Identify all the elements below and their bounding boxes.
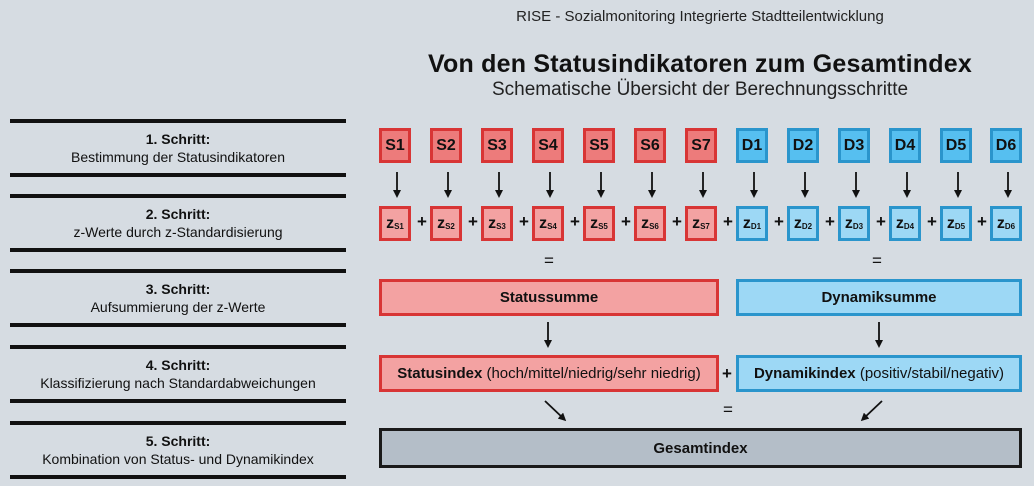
z-subscript: S2 <box>445 222 455 231</box>
status-indicator-s7: S7 <box>685 128 717 163</box>
plus-sign: + <box>621 212 631 231</box>
dynamic-indicator-d2: D2 <box>787 128 819 163</box>
step-2: 2. Schritt: z-Werte durch z-Standardisie… <box>10 194 346 252</box>
equals-sign: = <box>544 251 554 270</box>
z-value-s4: z S4 <box>532 206 564 241</box>
plus-sign: + <box>672 212 682 231</box>
z-letter: z <box>539 214 548 232</box>
dynamic-indicator-d5: D5 <box>940 128 972 163</box>
plus-sign: + <box>927 212 937 231</box>
z-value-s5: z S5 <box>583 206 615 241</box>
status-indicator-s6: S6 <box>634 128 666 163</box>
z-letter: z <box>844 214 853 232</box>
z-letter: z <box>437 214 446 232</box>
z-value-d4: z D4 <box>889 206 921 241</box>
main-title: Von den Statusindikatoren zum Gesamtinde… <box>428 50 972 78</box>
step-1: 1. Schritt: Bestimmung der Statusindikat… <box>10 119 346 177</box>
z-subscript: D2 <box>801 222 813 231</box>
z-letter: z <box>793 214 802 232</box>
status-index-box: Statusindex (hoch/mittel/niedrig/sehr ni… <box>379 355 719 392</box>
z-letter: z <box>590 214 599 232</box>
z-letter: z <box>946 214 955 232</box>
plus-sign: + <box>774 212 784 231</box>
step-title: 4. Schritt: <box>145 357 211 373</box>
diagonal-arrow-icon <box>860 400 883 422</box>
z-letter: z <box>996 214 1005 232</box>
z-letter: z <box>692 214 701 232</box>
dynamic-sum-box: Dynamiksumme <box>736 279 1022 316</box>
z-subscript: S3 <box>496 222 506 231</box>
equals-sign: = <box>872 251 882 270</box>
z-value-s1: z S1 <box>379 206 411 241</box>
plus-sign: + <box>876 212 886 231</box>
z-subscript: D5 <box>954 222 966 231</box>
z-letter: z <box>641 214 650 232</box>
z-letter: z <box>488 214 497 232</box>
z-value-s3: z S3 <box>481 206 513 241</box>
plus-sign: + <box>722 364 732 383</box>
plus-sign: + <box>570 212 580 231</box>
z-subscript: D3 <box>852 222 864 231</box>
status-sum-box: Statussumme <box>379 279 719 316</box>
z-subscript: D4 <box>903 222 915 231</box>
status-indicator-s4: S4 <box>532 128 564 163</box>
z-subscript: S7 <box>700 222 710 231</box>
status-indicator-s3: S3 <box>481 128 513 163</box>
status-index-classes: (hoch/mittel/niedrig/sehr niedrig) <box>486 365 701 382</box>
step-5: 5. Schritt: Kombination von Status- und … <box>10 421 346 479</box>
total-index-box: Gesamtindex <box>379 428 1022 468</box>
dynamic-index-name: Dynamikindex <box>753 365 856 382</box>
dynamic-indicator-d1: D1 <box>736 128 768 163</box>
z-letter: z <box>742 214 751 232</box>
z-letter: z <box>386 214 395 232</box>
z-subscript: S4 <box>547 222 557 231</box>
dynamic-indicator-d3: D3 <box>838 128 870 163</box>
plus-sign: + <box>468 212 478 231</box>
dynamic-indicator-d4: D4 <box>889 128 921 163</box>
step-title: 5. Schritt: <box>145 433 211 449</box>
dynamic-index-classes: (positiv/stabil/negativ) <box>859 365 1005 382</box>
header-text: RISE - Sozialmonitoring Integrierte Stad… <box>516 8 884 25</box>
step-description: Bestimmung der Statusindikatoren <box>71 149 285 165</box>
z-subscript: S1 <box>394 222 404 231</box>
z-subscript: D6 <box>1004 222 1016 231</box>
plus-sign: + <box>417 212 427 231</box>
step-description: z-Werte durch z-Standardisierung <box>73 224 283 240</box>
z-value-s2: z S2 <box>430 206 462 241</box>
z-subscript: D1 <box>750 222 762 231</box>
z-value-d5: z D5 <box>940 206 972 241</box>
step-description: Aufsummierung der z-Werte <box>90 299 266 315</box>
step-description: Kombination von Status- und Dynamikindex <box>42 451 314 467</box>
step-title: 3. Schritt: <box>145 281 211 297</box>
status-indicator-s2: S2 <box>430 128 462 163</box>
z-value-s7: z S7 <box>685 206 717 241</box>
plus-sign: + <box>519 212 529 231</box>
step-description: Klassifizierung nach Standardabweichunge… <box>40 375 316 391</box>
diagonal-arrow-icon <box>544 400 567 422</box>
z-subscript: S5 <box>598 222 608 231</box>
step-title: 2. Schritt: <box>145 206 211 222</box>
status-indicator-s1: S1 <box>379 128 411 163</box>
z-subscript: S6 <box>649 222 659 231</box>
sub-title: Schematische Übersicht der Berechnungssc… <box>491 79 909 100</box>
plus-sign: + <box>977 212 987 231</box>
step-3: 3. Schritt: Aufsummierung der z-Werte <box>10 269 346 327</box>
dynamic-index-box: Dynamikindex (positiv/stabil/negativ) <box>736 355 1022 392</box>
z-letter: z <box>895 214 904 232</box>
step-title: 1. Schritt: <box>145 131 211 147</box>
plus-sign: + <box>825 212 835 231</box>
z-value-d1: z D1 <box>736 206 768 241</box>
step-4: 4. Schritt: Klassifizierung nach Standar… <box>10 345 346 403</box>
equals-sign: = <box>723 400 733 419</box>
z-value-s6: z S6 <box>634 206 666 241</box>
z-value-d3: z D3 <box>838 206 870 241</box>
status-index-name: Statusindex <box>397 365 483 382</box>
plus-sign: + <box>723 212 733 231</box>
z-value-d6: z D6 <box>990 206 1022 241</box>
dynamic-indicator-d6: D6 <box>990 128 1022 163</box>
z-value-d2: z D2 <box>787 206 819 241</box>
status-indicator-s5: S5 <box>583 128 615 163</box>
